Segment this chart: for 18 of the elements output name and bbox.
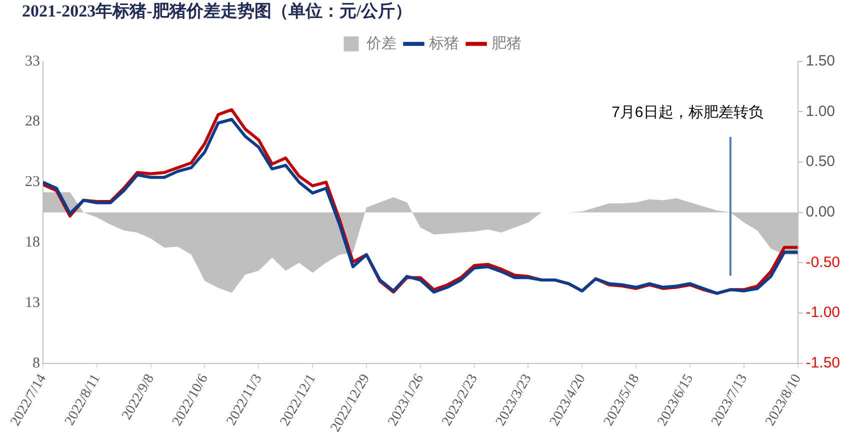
legend-label: 标猪 [428, 35, 459, 52]
y-tick-label: 23 [25, 174, 40, 190]
y2-tick-label: 1.50 [806, 52, 836, 70]
y2-tick-label: -1.00 [806, 304, 840, 322]
ref-line-label: 7月6日起，标肥差转负 [612, 104, 764, 121]
y-tick-label: 18 [25, 234, 40, 251]
y2-tick-label: -0.50 [806, 254, 840, 271]
y-tick-label: 28 [25, 114, 40, 130]
y-tick-label: 33 [25, 53, 40, 70]
legend-label: 价差 [365, 35, 396, 52]
y-tick-label: 13 [25, 294, 40, 311]
y-tick-label: 8 [32, 355, 40, 372]
y2-tick-label: 0.50 [806, 153, 836, 170]
legend-label: 肥猪 [491, 35, 522, 52]
y2-tick-label: 1.00 [806, 102, 836, 120]
y2-tick-label: -1.50 [806, 354, 840, 372]
chart-title: 2021-2023年标猪-肥猪价差走势图（单位：元/公斤） [22, 2, 412, 21]
y2-tick-label: 0.00 [806, 204, 836, 221]
